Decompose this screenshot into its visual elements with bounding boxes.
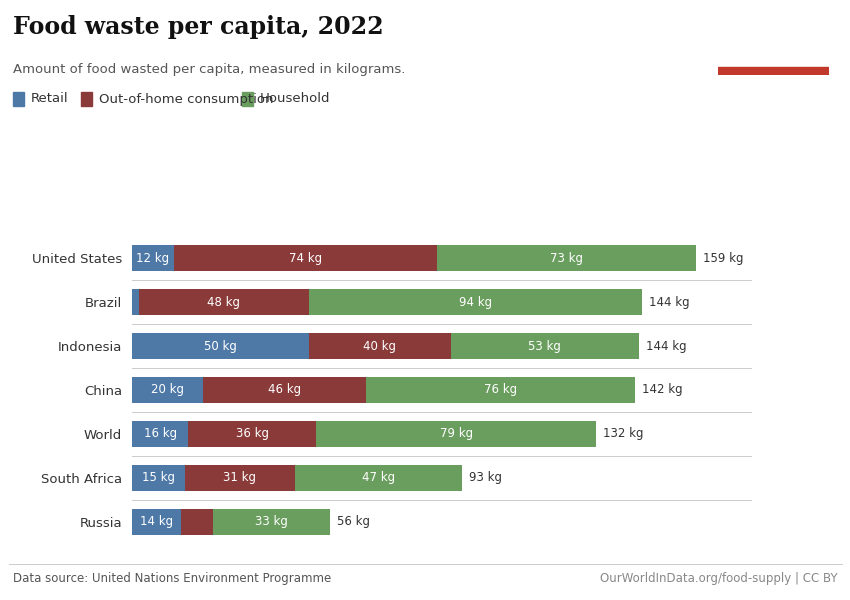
Bar [437, 245, 695, 271]
Bar [132, 334, 309, 359]
Bar [81, 92, 92, 106]
Text: Retail: Retail [31, 92, 68, 106]
Text: 73 kg: 73 kg [550, 251, 582, 265]
Text: 159 kg: 159 kg [703, 251, 743, 265]
Text: Our World: Our World [738, 26, 809, 38]
Text: Food waste per capita, 2022: Food waste per capita, 2022 [13, 15, 383, 39]
Text: 142 kg: 142 kg [643, 383, 683, 397]
Bar [13, 92, 24, 106]
Text: 74 kg: 74 kg [289, 251, 322, 265]
Text: 47 kg: 47 kg [361, 472, 394, 484]
Bar [309, 334, 450, 359]
Bar [174, 245, 437, 271]
Text: 53 kg: 53 kg [529, 340, 561, 353]
Text: Household: Household [260, 92, 331, 106]
Bar [213, 509, 331, 535]
Bar [309, 289, 643, 315]
Text: 40 kg: 40 kg [364, 340, 396, 353]
Bar [139, 289, 309, 315]
Text: 12 kg: 12 kg [137, 251, 170, 265]
Bar [132, 509, 181, 535]
Text: 56 kg: 56 kg [337, 515, 371, 529]
Bar [366, 377, 635, 403]
Text: 48 kg: 48 kg [207, 296, 241, 308]
Text: Amount of food wasted per capita, measured in kilograms.: Amount of food wasted per capita, measur… [13, 63, 405, 76]
Text: 20 kg: 20 kg [150, 383, 184, 397]
Bar [295, 465, 462, 491]
Bar [202, 377, 366, 403]
Text: 33 kg: 33 kg [255, 515, 288, 529]
Text: OurWorldInData.org/food-supply | CC BY: OurWorldInData.org/food-supply | CC BY [599, 572, 837, 585]
Bar [242, 92, 253, 106]
Text: Out-of-home consumption: Out-of-home consumption [99, 92, 273, 106]
Text: 14 kg: 14 kg [140, 515, 173, 529]
Bar [450, 334, 639, 359]
Text: 144 kg: 144 kg [649, 296, 690, 308]
Text: 79 kg: 79 kg [439, 427, 473, 440]
Text: 144 kg: 144 kg [646, 340, 687, 353]
Bar [181, 509, 213, 535]
Text: 36 kg: 36 kg [235, 427, 269, 440]
Text: in Data: in Data [748, 48, 799, 61]
Text: 16 kg: 16 kg [144, 427, 177, 440]
Text: 76 kg: 76 kg [484, 383, 517, 397]
Text: 31 kg: 31 kg [224, 472, 257, 484]
Text: 94 kg: 94 kg [459, 296, 492, 308]
Bar [132, 289, 139, 315]
Bar [718, 67, 829, 75]
Text: 15 kg: 15 kg [142, 472, 175, 484]
Bar [316, 421, 596, 446]
Bar [132, 245, 174, 271]
Text: 50 kg: 50 kg [204, 340, 237, 353]
Text: 46 kg: 46 kg [268, 383, 301, 397]
Bar [132, 465, 185, 491]
Bar [132, 377, 202, 403]
Bar [132, 421, 189, 446]
Text: 132 kg: 132 kg [604, 427, 643, 440]
Text: 93 kg: 93 kg [468, 472, 501, 484]
Text: Data source: United Nations Environment Programme: Data source: United Nations Environment … [13, 572, 331, 585]
Bar [189, 421, 316, 446]
Bar [185, 465, 295, 491]
